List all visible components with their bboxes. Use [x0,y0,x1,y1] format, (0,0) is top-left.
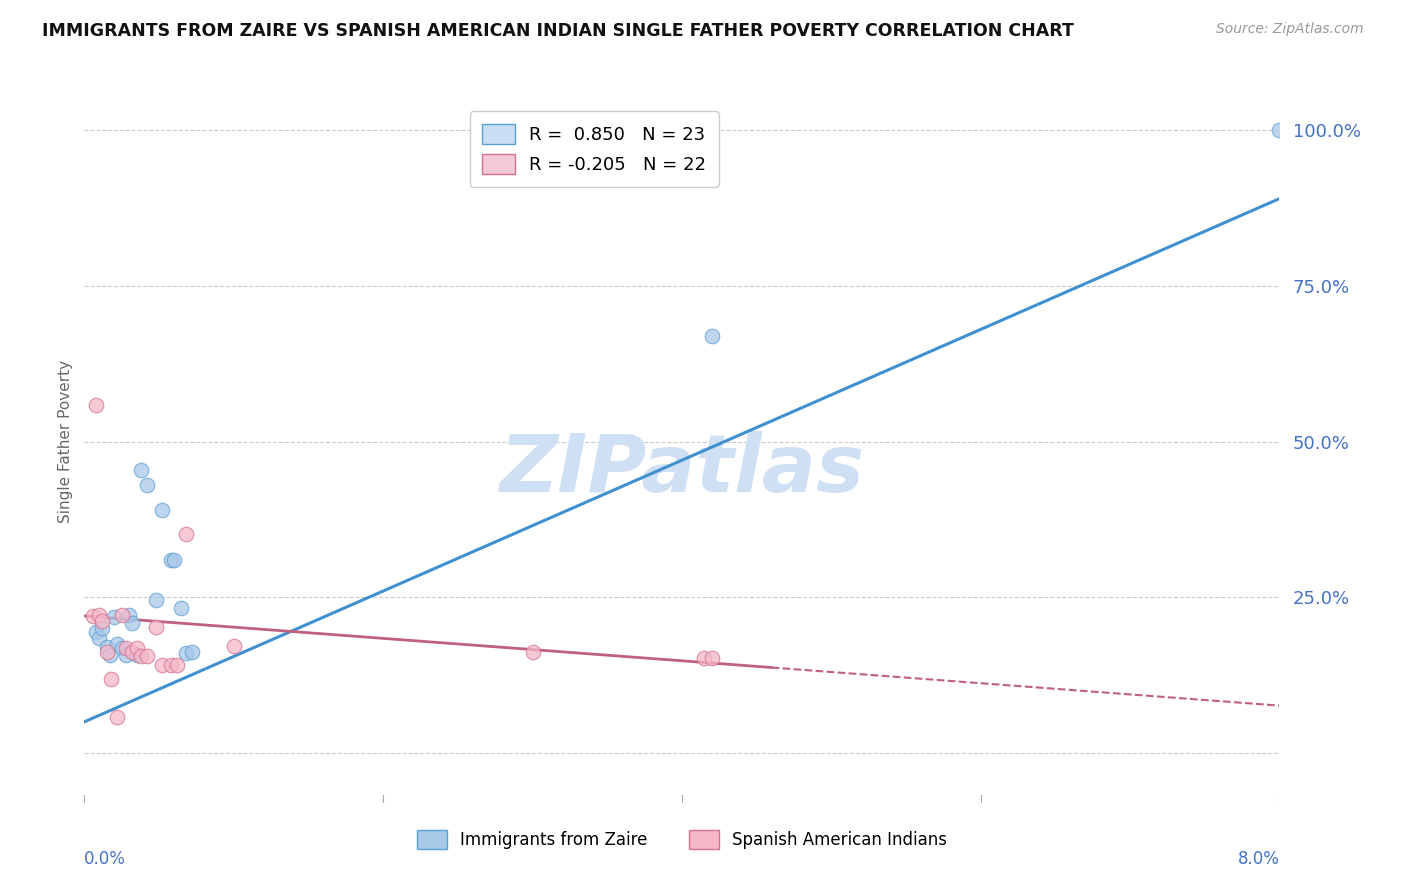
Point [181,645,204,659]
Point [111,641,134,656]
Point [174,526,197,541]
Point [115,641,138,656]
Point [82,609,104,624]
Point [150,503,173,517]
Point [121,645,143,659]
Point [700,328,723,343]
Point [693,651,716,665]
Point [96,645,118,659]
Text: 0.0%: 0.0% [84,850,127,868]
Point [222,639,245,653]
Point [136,649,159,664]
Point [121,616,143,631]
Point [105,637,128,651]
Point [86,624,108,639]
Point [111,607,134,622]
Legend: Immigrants from Zaire, Spanish American Indians: Immigrants from Zaire, Spanish American … [411,823,953,856]
Point [145,593,167,607]
Point [136,478,159,492]
Text: ZIPatlas: ZIPatlas [499,432,865,509]
Point [166,657,188,672]
Point [89,607,111,622]
Text: IMMIGRANTS FROM ZAIRE VS SPANISH AMERICAN INDIAN SINGLE FATHER POVERTY CORRELATI: IMMIGRANTS FROM ZAIRE VS SPANISH AMERICA… [42,22,1074,40]
Point [118,607,141,622]
Point [145,620,167,634]
Point [700,651,723,665]
Point [125,648,148,662]
Point [91,621,114,635]
Point [163,553,186,567]
Text: Source: ZipAtlas.com: Source: ZipAtlas.com [1216,22,1364,37]
Point [100,673,122,687]
Point [150,657,173,672]
Point [1268,123,1291,137]
Point [96,640,118,654]
Point [105,710,128,724]
Y-axis label: Single Father Poverty: Single Father Poverty [58,360,73,523]
Point [522,645,544,659]
Point [86,398,108,412]
Point [125,641,148,656]
Point [98,648,121,662]
Point [160,657,183,672]
Point [170,601,193,615]
Point [89,631,111,645]
Point [103,610,125,624]
Point [174,646,197,660]
Point [129,649,152,664]
Text: 8.0%: 8.0% [1237,850,1279,868]
Point [115,648,138,662]
Point [129,462,152,476]
Point [160,553,183,567]
Point [91,614,114,628]
